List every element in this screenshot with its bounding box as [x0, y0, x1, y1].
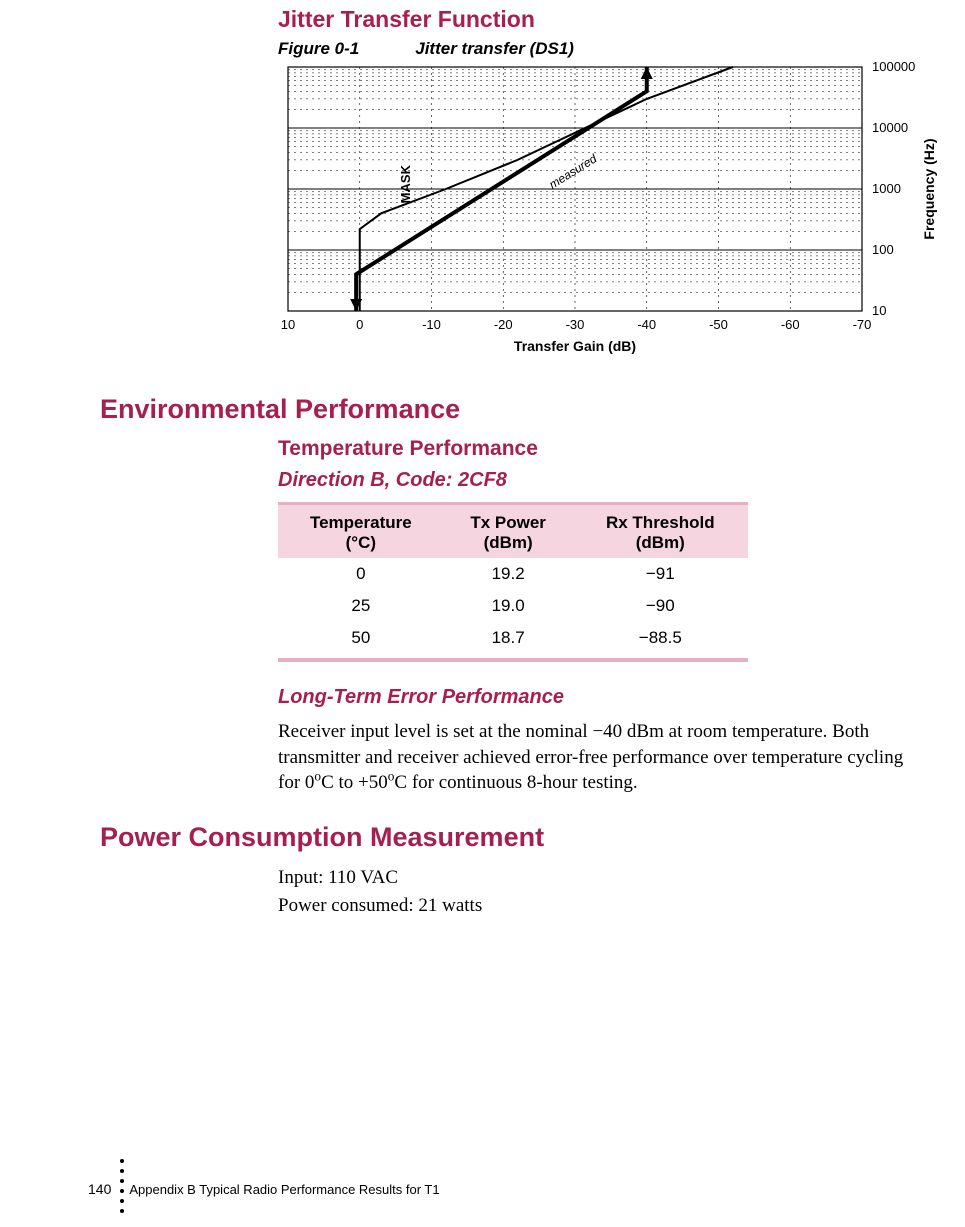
table-cell: 19.2: [444, 558, 573, 590]
heading-direction-code: Direction B, Code: 2CF8: [278, 469, 925, 492]
figure-label: Figure 0-1: [278, 39, 359, 58]
table-row: 019.2−91: [278, 558, 748, 590]
table-cell: 25: [278, 590, 444, 622]
table-cell: −88.5: [573, 622, 748, 658]
page-footer: 140 Appendix B Typical Radio Performance…: [88, 1181, 440, 1197]
table-row: 5018.7−88.5: [278, 622, 748, 658]
svg-text:-50: -50: [709, 317, 728, 332]
svg-text:10: 10: [872, 303, 886, 318]
svg-text:-60: -60: [781, 317, 800, 332]
table-cell: 50: [278, 622, 444, 658]
power-input-line: Input: 110 VAC: [278, 865, 925, 891]
heading-power-consumption: Power Consumption Measurement: [100, 822, 925, 853]
table-row: 2519.0−90: [278, 590, 748, 622]
heading-long-term-error: Long-Term Error Performance: [278, 686, 925, 709]
table-header-row: Temperature(°C) Tx Power(dBm) Rx Thresho…: [278, 504, 748, 559]
table-cell: −91: [573, 558, 748, 590]
svg-text:1000: 1000: [872, 181, 901, 196]
svg-text:0: 0: [356, 317, 363, 332]
long-term-paragraph: Receiver input level is set at the nomin…: [278, 719, 925, 796]
svg-text:100000: 100000: [872, 61, 915, 74]
table-bottom-rule: [278, 658, 748, 662]
svg-text:-20: -20: [494, 317, 513, 332]
heading-jitter-transfer: Jitter Transfer Function: [278, 6, 925, 33]
heading-environmental: Environmental Performance: [100, 394, 925, 425]
table-cell: 0: [278, 558, 444, 590]
table-cell: 18.7: [444, 622, 573, 658]
svg-text:Transfer Gain (dB): Transfer Gain (dB): [514, 338, 636, 354]
footer-text: Appendix B Typical Radio Performance Res…: [129, 1182, 439, 1197]
svg-text:-10: -10: [422, 317, 441, 332]
col-rx-threshold: Rx Threshold(dBm): [573, 504, 748, 559]
table-cell: 19.0: [444, 590, 573, 622]
svg-text:MASK: MASK: [398, 164, 413, 203]
svg-text:100: 100: [872, 242, 894, 257]
figure-title: Jitter transfer (DS1): [415, 39, 574, 58]
svg-text:-70: -70: [853, 317, 872, 332]
power-consumed-line: Power consumed: 21 watts: [278, 893, 925, 919]
jitter-chart: 100-10-20-30-40-50-60-701010010001000010…: [278, 61, 942, 366]
page-number: 140: [88, 1181, 111, 1197]
heading-temperature-performance: Temperature Performance: [278, 437, 925, 461]
svg-text:-30: -30: [566, 317, 585, 332]
svg-text:10: 10: [281, 317, 295, 332]
col-tx-power: Tx Power(dBm): [444, 504, 573, 559]
svg-text:-40: -40: [637, 317, 656, 332]
table-cell: −90: [573, 590, 748, 622]
figure-caption: Figure 0-1 Jitter transfer (DS1): [278, 39, 925, 59]
svg-text:10000: 10000: [872, 120, 908, 135]
temperature-table: Temperature(°C) Tx Power(dBm) Rx Thresho…: [278, 502, 748, 658]
svg-text:measured: measured: [547, 151, 600, 191]
svg-text:Frequency (Hz): Frequency (Hz): [921, 138, 937, 239]
col-temperature: Temperature(°C): [278, 504, 444, 559]
